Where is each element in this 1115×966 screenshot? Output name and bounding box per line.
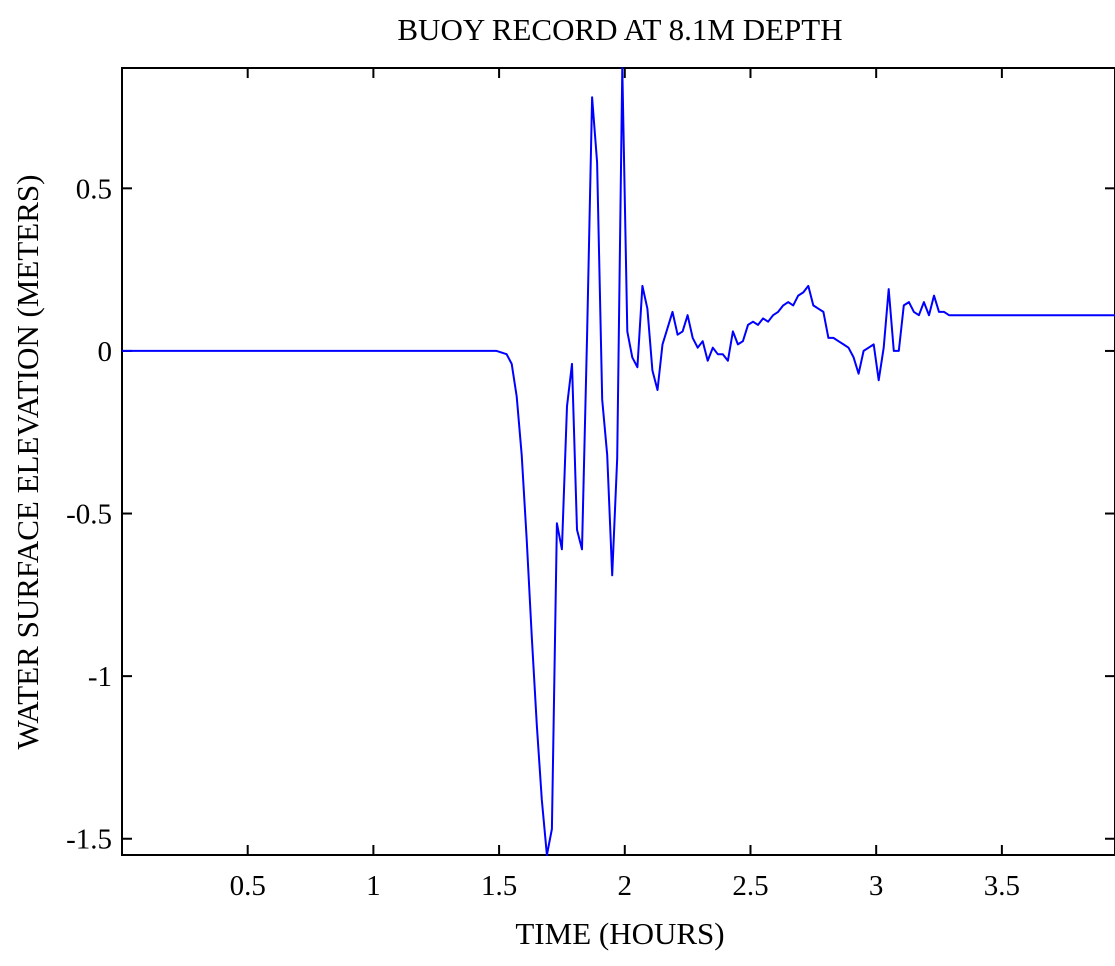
chart-title: BUOY RECORD AT 8.1M DEPTH xyxy=(397,12,842,47)
y-tick-label: 0 xyxy=(98,336,113,368)
x-tick-label: 3.5 xyxy=(984,870,1020,902)
y-tick-label: -1.5 xyxy=(66,824,112,856)
y-tick-label: 0.5 xyxy=(76,173,112,205)
plot-frame xyxy=(121,67,1115,856)
series-line-water-elevation xyxy=(122,67,1115,856)
x-tick-label: 0.5 xyxy=(230,870,266,902)
x-tick-label: 3 xyxy=(869,870,884,902)
y-tick-label: -0.5 xyxy=(66,499,112,531)
y-tick-label: -1 xyxy=(88,661,112,693)
x-axis-ticks: 0.5 1 1.5 2 2.5 3 3.5 xyxy=(230,68,1020,902)
y-axis-label: WATER SURFACE ELEVATION (METERS) xyxy=(10,175,45,750)
x-tick-label: 1.5 xyxy=(481,870,517,902)
x-axis-label: TIME (HOURS) xyxy=(515,916,724,951)
y-axis-ticks: 0.5 0 -0.5 -1 -1.5 xyxy=(66,173,1115,856)
x-tick-label: 1 xyxy=(366,870,381,902)
x-tick-label: 2 xyxy=(618,870,633,902)
x-tick-label: 2.5 xyxy=(732,870,768,902)
